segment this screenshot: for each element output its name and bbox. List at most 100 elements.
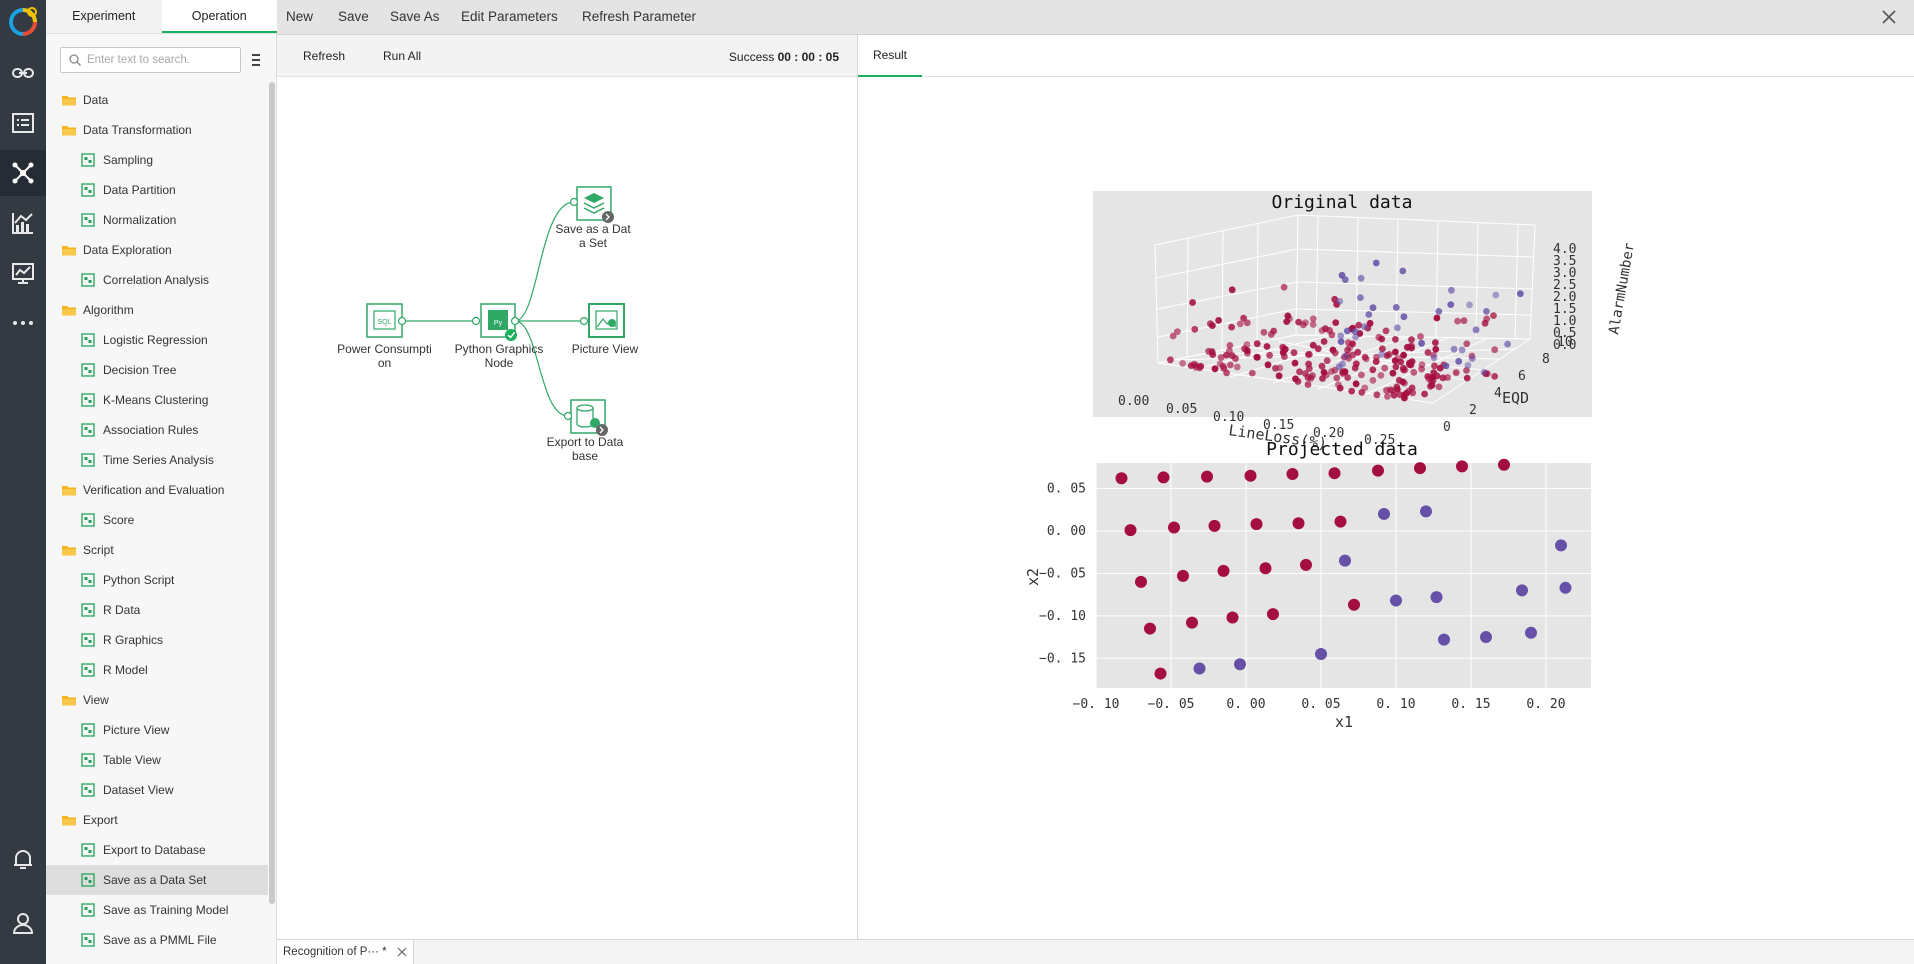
tree-item[interactable]: Table View — [46, 745, 268, 775]
tree-folder[interactable]: Data — [46, 85, 268, 115]
tree-folder[interactable]: Algorithm — [46, 295, 268, 325]
tree-item[interactable]: Dataset View — [46, 775, 268, 805]
tree-folder[interactable]: Script — [46, 535, 268, 565]
node-save-dataset[interactable] — [569, 186, 615, 223]
tree-menu-icon[interactable] — [251, 52, 261, 68]
rail-notification-button[interactable] — [0, 836, 46, 882]
tree-item[interactable]: K-Means Clustering — [46, 385, 268, 415]
chart3d-point — [1228, 323, 1235, 331]
search-icon — [69, 54, 81, 66]
chart3d-point — [1430, 354, 1438, 362]
chart3d-point — [1344, 374, 1352, 381]
tree-folder[interactable]: Export — [46, 805, 268, 835]
tree-item[interactable]: Save as Training Model — [46, 895, 268, 925]
tree-item-label: Script — [83, 543, 114, 557]
tree-item[interactable]: Sampling — [46, 145, 268, 175]
tree-folder[interactable]: Data Exploration — [46, 235, 268, 265]
tree-item[interactable]: Time Series Analysis — [46, 445, 268, 475]
tree-scrollbar[interactable] — [269, 82, 275, 904]
chart3d-point — [1253, 353, 1261, 361]
node-python-graphics[interactable]: Py — [471, 303, 520, 341]
node-picture-view[interactable] — [579, 303, 625, 338]
tab-operation[interactable]: Operation — [161, 0, 277, 33]
rail-monitor-button[interactable] — [0, 250, 46, 296]
tree-item[interactable]: Score — [46, 505, 268, 535]
tree-item-label: R Graphics — [103, 633, 164, 647]
rail-user-button[interactable] — [0, 900, 46, 946]
chart3d-point — [1169, 332, 1177, 340]
chart3d-points — [1167, 259, 1524, 402]
chart3d-point — [1337, 332, 1345, 340]
chart3d-point — [1339, 368, 1347, 375]
tree-item[interactable]: Association Rules — [46, 415, 268, 445]
node-arrow-icon — [602, 211, 614, 223]
chart3d-point — [1433, 372, 1441, 380]
save-button[interactable]: Save — [338, 9, 369, 24]
chart2d-point — [1498, 458, 1510, 471]
connector-python-export — [514, 320, 569, 417]
chart3d-point — [1341, 276, 1349, 284]
tree-item[interactable]: Decision Tree — [46, 355, 268, 385]
rail-more-button[interactable] — [0, 300, 46, 346]
tree-item[interactable]: R Model — [46, 655, 268, 685]
run-all-button[interactable]: Run All — [383, 49, 422, 63]
chart3d-point — [1296, 368, 1303, 376]
tree-item[interactable]: R Graphics — [46, 625, 268, 655]
chart3d-point — [1292, 375, 1299, 383]
tree-item[interactable]: Picture View — [46, 715, 268, 745]
rail-list-button[interactable] — [0, 100, 46, 146]
edit-parameters-button[interactable]: Edit Parameters — [461, 9, 558, 24]
chart3d-point — [1409, 389, 1417, 397]
tree-folder[interactable]: View — [46, 685, 268, 715]
chart3d-point — [1433, 314, 1441, 322]
search-input[interactable] — [87, 51, 237, 69]
table-view-icon — [81, 753, 95, 767]
save-as-button[interactable]: Save As — [390, 9, 440, 24]
close-icon[interactable] — [1880, 8, 1898, 26]
chart3d-point — [1424, 349, 1432, 356]
tree-folder[interactable]: Data Transformation — [46, 115, 268, 145]
tree-item[interactable]: Normalization — [46, 205, 268, 235]
tree-item[interactable]: Save as a Data Set — [46, 865, 268, 895]
chart3d-point — [1455, 357, 1463, 365]
chart3d-point — [1253, 340, 1261, 348]
chart3d-point — [1211, 365, 1219, 373]
tree-item[interactable]: Logistic Regression — [46, 325, 268, 355]
tab-experiment-document[interactable]: Recognition of P··· * — [277, 940, 414, 964]
chart3d-ytick: 4 — [1494, 386, 1502, 401]
run-status-time: 00 : 00 : 05 — [777, 50, 839, 64]
node-export-database[interactable] — [563, 399, 609, 436]
workflow-canvas[interactable]: SQL Py — [277, 77, 857, 937]
export-database-icon — [81, 843, 95, 857]
node-power-consumption[interactable]: SQL — [366, 303, 407, 338]
user-icon — [12, 913, 34, 934]
close-tab-icon[interactable] — [397, 947, 407, 957]
refresh-button[interactable]: Refresh — [303, 49, 346, 63]
chart3d-point — [1391, 357, 1399, 364]
chart3d-point — [1291, 359, 1299, 367]
tree-folder[interactable]: Verification and Evaluation — [46, 475, 268, 505]
chart3d-point — [1329, 346, 1337, 354]
rail-analysis-button[interactable] — [0, 200, 46, 246]
tree-item-label: Decision Tree — [103, 363, 177, 377]
tree-item[interactable]: R Data — [46, 595, 268, 625]
tree-item[interactable]: Save as a PMML File — [46, 925, 268, 955]
workflow-connectors — [402, 201, 584, 417]
tab-result[interactable]: Result — [858, 35, 922, 77]
new-button[interactable]: New — [286, 9, 314, 24]
chart3d-point — [1468, 355, 1476, 362]
tab-experiment[interactable]: Experiment — [72, 9, 136, 23]
chart3d-point — [1400, 313, 1408, 321]
rail-workflow-button[interactable] — [0, 150, 46, 196]
chart3d-xtick: 0.00 — [1118, 394, 1149, 409]
rail-link-button[interactable] — [0, 50, 46, 96]
chart3d-point — [1418, 339, 1425, 347]
tree-item[interactable]: Python Script — [46, 565, 268, 595]
tree-item[interactable]: Export to Database — [46, 835, 268, 865]
chart2d-ylabel: x2 — [1024, 568, 1042, 586]
kmeans-icon — [81, 393, 95, 407]
tree-item[interactable]: Data Partition — [46, 175, 268, 205]
refresh-parameter-button[interactable]: Refresh Parameter — [582, 9, 697, 24]
chart3d-point — [1227, 361, 1234, 369]
tree-item[interactable]: Correlation Analysis — [46, 265, 268, 295]
